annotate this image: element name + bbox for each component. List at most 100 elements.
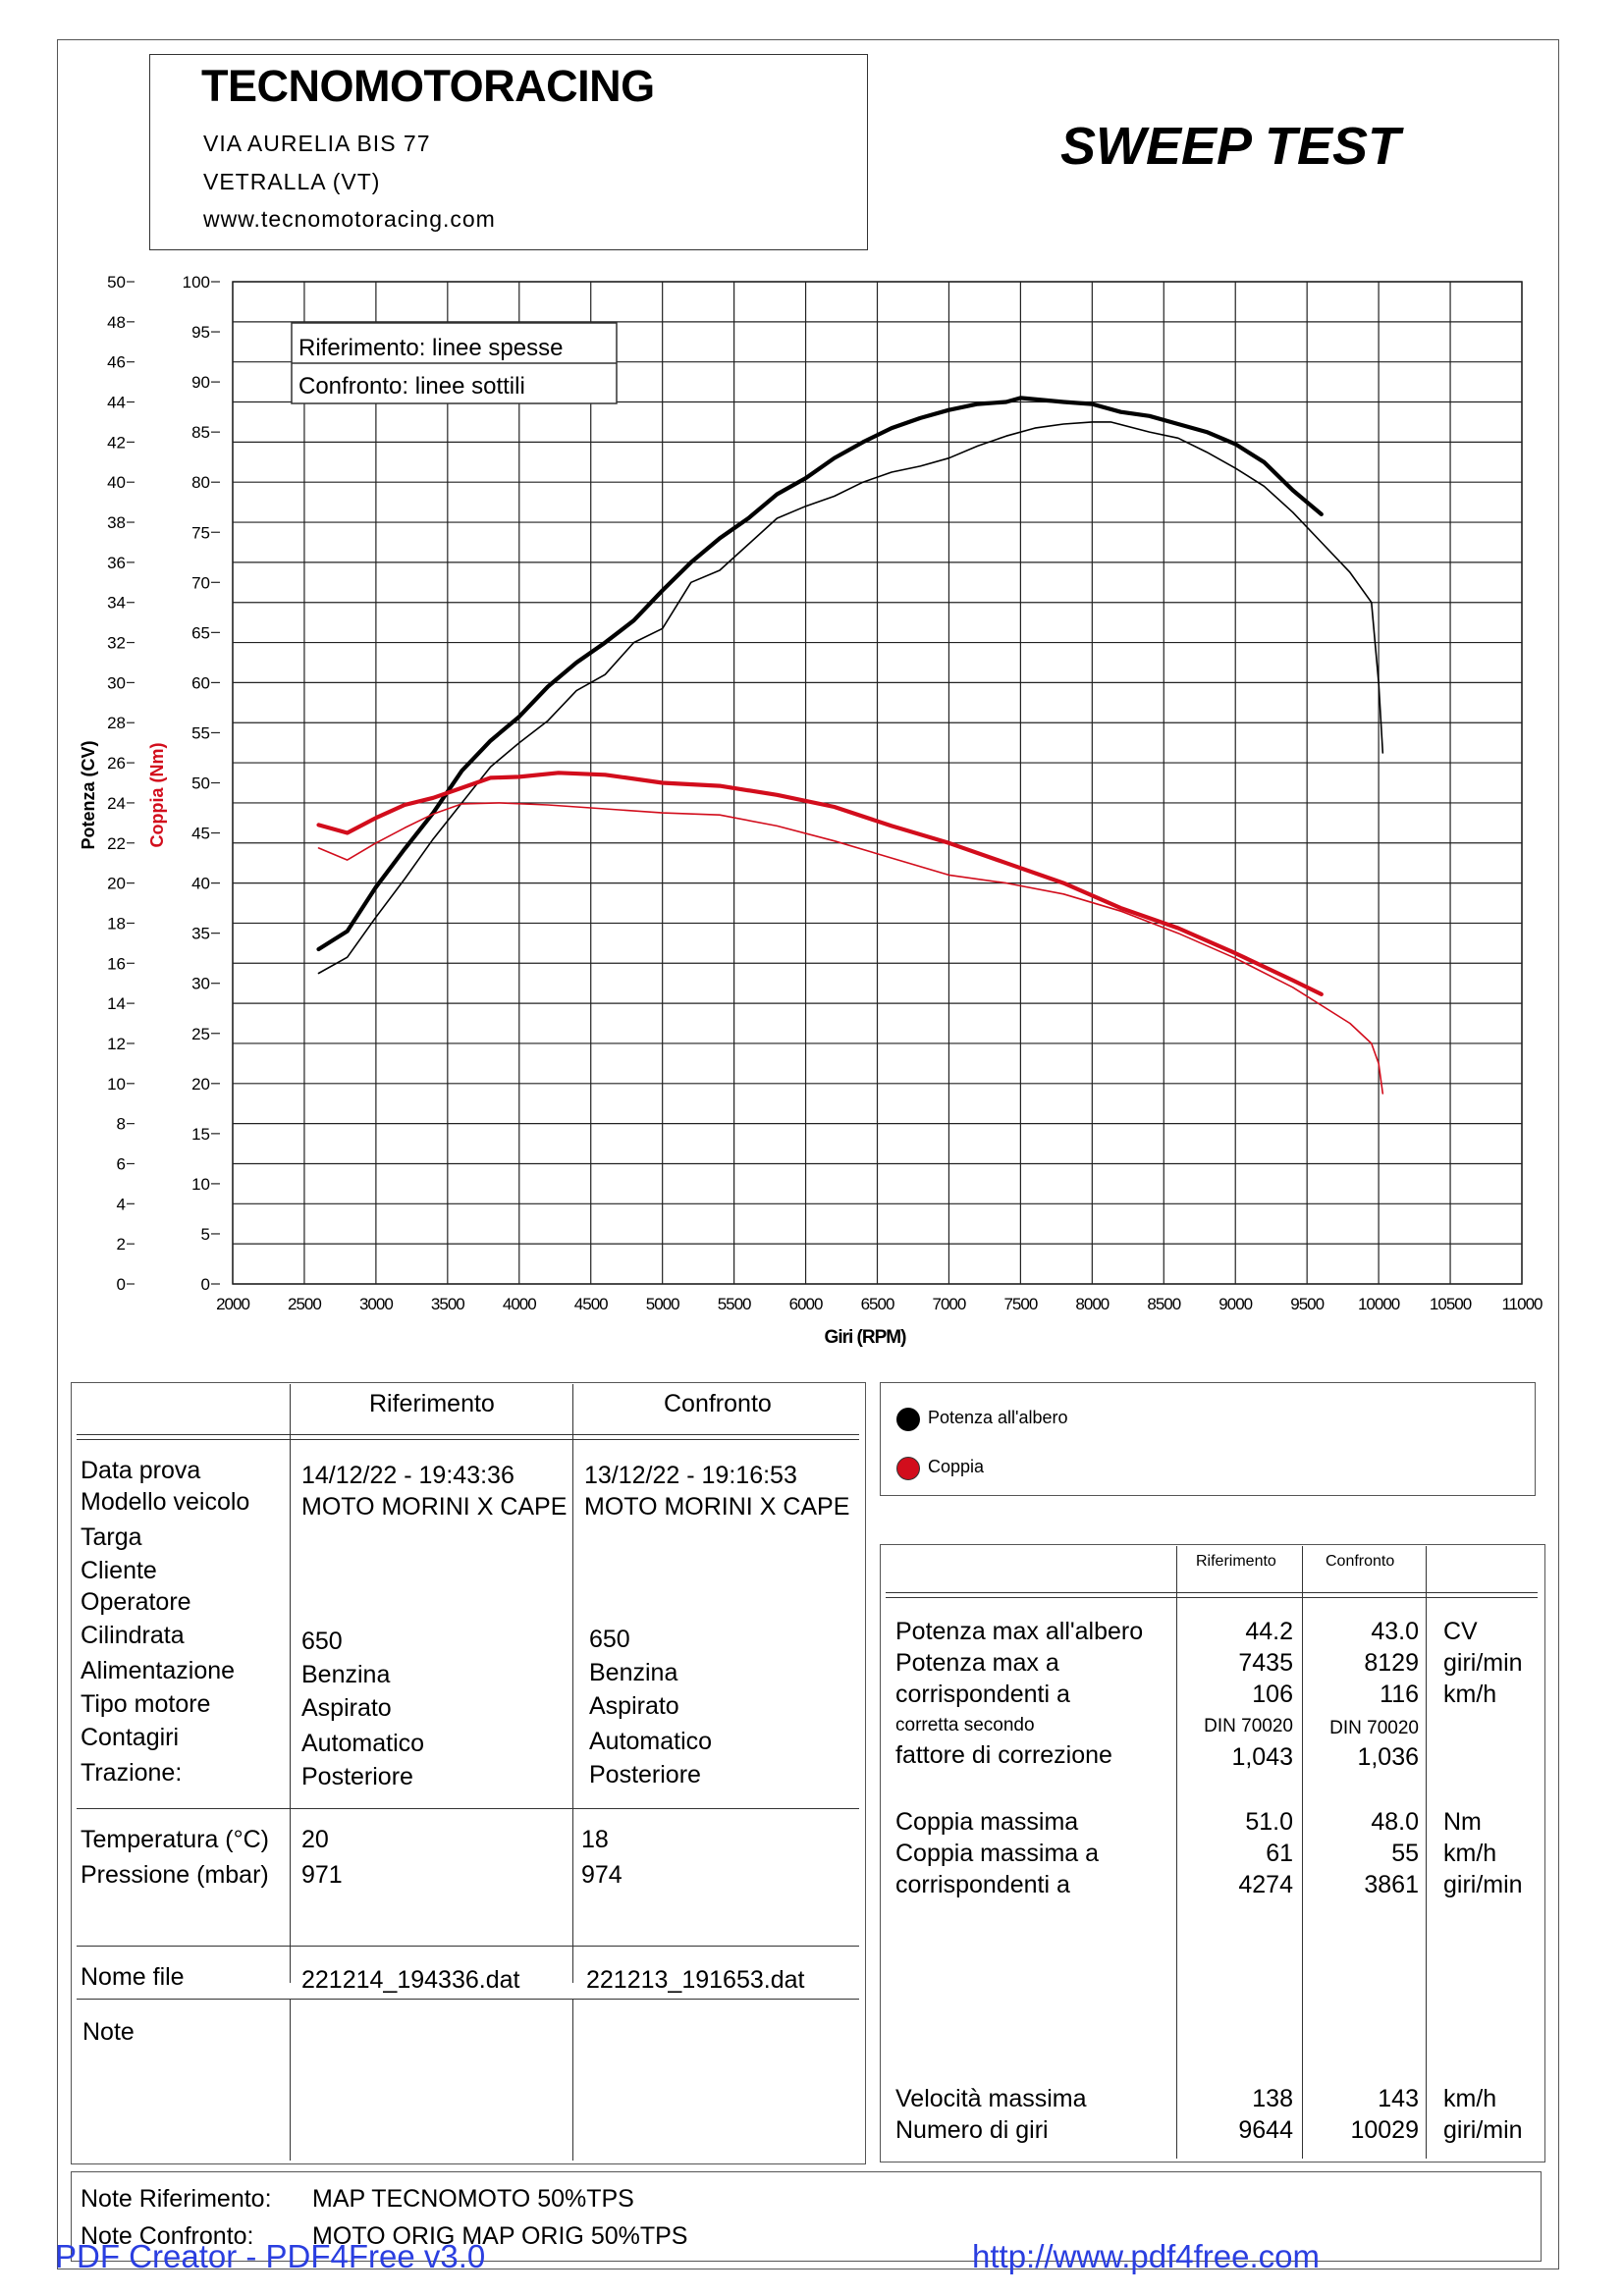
y-torque-tick-label: 0 <box>201 1275 210 1294</box>
ref-power-speed: 106 <box>1252 1681 1293 1708</box>
torque-line-ref <box>316 771 1324 997</box>
ref-torque-rpm: 4274 <box>1238 1871 1293 1898</box>
label-nome-file: Nome file <box>81 1963 185 1991</box>
y-power-tick-label: 36 <box>107 554 126 572</box>
note-cmp-value: MOTO ORIG MAP ORIG 50%TPS <box>312 2222 688 2250</box>
note-ref-label: Note Riferimento: <box>81 2185 272 2213</box>
y-torque-tick-label: 60 <box>191 673 210 692</box>
cmp-file: 221213_191653.dat <box>586 1966 805 1994</box>
cmp-speed-rpm: 10029 <box>1350 2116 1419 2144</box>
y-power-tick-label: 14 <box>107 994 126 1013</box>
y-axis-left-label: Potenza (CV) <box>79 740 98 849</box>
label-operatore: Operatore <box>81 1588 191 1616</box>
label-pressione: Pressione (mbar) <box>81 1861 269 1889</box>
legend-note-cmp: Confronto: linee sottili <box>298 373 525 400</box>
y-power-tick-label: 40 <box>107 473 126 492</box>
y-power-tick-label: 50 <box>107 273 126 292</box>
y-power-tick-label: 32 <box>107 634 126 653</box>
cmp-date: 13/12/22 - 19:16:53 <box>584 1462 797 1489</box>
y-power-tick-label: 12 <box>107 1035 126 1053</box>
y-power-tick-label: 10 <box>107 1075 126 1094</box>
y-torque-tick-label: 45 <box>191 825 210 843</box>
y-torque-tick-label: 100 <box>183 273 210 292</box>
label-coppia-corr: corrispondenti a <box>895 1871 1070 1898</box>
label-coppia-max: Coppia massima <box>895 1808 1079 1836</box>
label-corretta: corretta secondo <box>895 1715 1035 1735</box>
x-tick-label: 4500 <box>574 1295 608 1313</box>
cmp-contagiri: Automatico <box>589 1728 713 1755</box>
cmp-trazione: Posteriore <box>589 1761 701 1789</box>
x-tick-label: 6000 <box>789 1295 823 1313</box>
cmp-torque-speed: 55 <box>1391 1840 1419 1867</box>
ref-trazione: Posteriore <box>301 1763 413 1790</box>
unit-torque: Nm <box>1443 1808 1482 1836</box>
results-col-ref: Riferimento <box>1196 1553 1276 1570</box>
x-tick-label: 5000 <box>646 1295 679 1313</box>
company-name: TECNOMOTORACING <box>201 61 655 111</box>
notes-border <box>71 2171 1542 2262</box>
y-axis-right-label: Coppia (Nm) <box>147 743 167 848</box>
x-tick-label: 7500 <box>1003 1295 1037 1313</box>
ref-power-max: 44.2 <box>1245 1618 1293 1645</box>
label-fattore: fattore di correzione <box>895 1741 1112 1769</box>
ref-norm: DIN 70020 <box>1204 1716 1293 1736</box>
unit-torque-speed: km/h <box>1443 1840 1497 1867</box>
y-power-tick-label: 24 <box>107 794 126 813</box>
x-tick-label: 2500 <box>288 1295 321 1313</box>
y-power-tick-label: 20 <box>107 875 126 893</box>
label-tipo-motore: Tipo motore <box>81 1690 211 1718</box>
ref-cilindrata: 650 <box>301 1628 343 1655</box>
torque-line-cmp <box>317 802 1384 1095</box>
legend-note-ref: Riferimento: linee spesse <box>298 335 563 361</box>
y-torque-tick-label: 15 <box>191 1125 210 1144</box>
y-torque-tick-label: 35 <box>191 925 210 943</box>
y-power-tick-label: 18 <box>107 914 126 933</box>
legend-torque-label: Coppia <box>928 1457 985 1476</box>
cmp-model: MOTO MORINI X CAPE <box>584 1493 850 1521</box>
y-torque-tick-label: 90 <box>191 373 210 392</box>
label-potenza-max: Potenza max all'albero <box>895 1618 1144 1645</box>
y-torque-tick-label: 95 <box>191 323 210 342</box>
power-line-ref <box>316 396 1324 952</box>
y-torque-tick-label: 70 <box>191 573 210 592</box>
y-power-tick-label: 28 <box>107 714 126 732</box>
chart-grid <box>232 281 1523 1285</box>
label-modello: Modello veicolo <box>81 1488 250 1516</box>
y-power-tick-label: 46 <box>107 353 126 372</box>
unit-power-rpm: giri/min <box>1443 1649 1523 1677</box>
cmp-alimentazione: Benzina <box>589 1659 678 1686</box>
cmp-norm: DIN 70020 <box>1329 1718 1419 1738</box>
x-tick-label: 2000 <box>216 1295 249 1313</box>
ref-date: 14/12/22 - 19:43:36 <box>301 1462 514 1489</box>
results-table-border <box>880 1544 1545 2163</box>
x-tick-label: 10000 <box>1358 1295 1400 1313</box>
label-contagiri: Contagiri <box>81 1724 180 1751</box>
ref-temperatura: 20 <box>301 1826 329 1853</box>
y-torque-tick-label: 80 <box>191 473 210 492</box>
x-tick-label: 5500 <box>718 1295 751 1313</box>
y-power-tick-label: 2 <box>117 1235 126 1254</box>
x-tick-label: 8500 <box>1147 1295 1180 1313</box>
ref-speed-max: 138 <box>1252 2085 1293 2112</box>
unit-power: CV <box>1443 1618 1478 1645</box>
watermark-left: PDF Creator - PDF4Free v3.0 <box>55 2238 486 2274</box>
x-tick-label: 9000 <box>1218 1295 1252 1313</box>
ref-speed-rpm: 9644 <box>1238 2116 1293 2144</box>
y-power-tick-label: 44 <box>107 394 126 412</box>
label-velocita-max: Velocità massima <box>895 2085 1087 2112</box>
info-col-ref: Riferimento <box>369 1390 495 1417</box>
x-tick-label: 7000 <box>933 1295 966 1313</box>
label-trazione: Trazione: <box>81 1759 183 1787</box>
y-torque-tick-label: 25 <box>191 1025 210 1043</box>
ref-contagiri: Automatico <box>301 1730 425 1757</box>
y-power-tick-label: 26 <box>107 754 126 773</box>
y-power-tick-label: 8 <box>117 1115 126 1134</box>
legend-power-label: Potenza all'albero <box>928 1408 1068 1427</box>
cmp-pressione: 974 <box>581 1861 623 1889</box>
cmp-factor: 1,036 <box>1357 1743 1419 1771</box>
unit-torque-rpm: giri/min <box>1443 1871 1523 1898</box>
company-address: VIA AURELIA BIS 77 <box>203 131 431 156</box>
y-torque-tick-label: 10 <box>191 1175 210 1194</box>
ref-alimentazione: Benzina <box>301 1661 391 1688</box>
y-power-tick-label: 4 <box>117 1195 126 1213</box>
